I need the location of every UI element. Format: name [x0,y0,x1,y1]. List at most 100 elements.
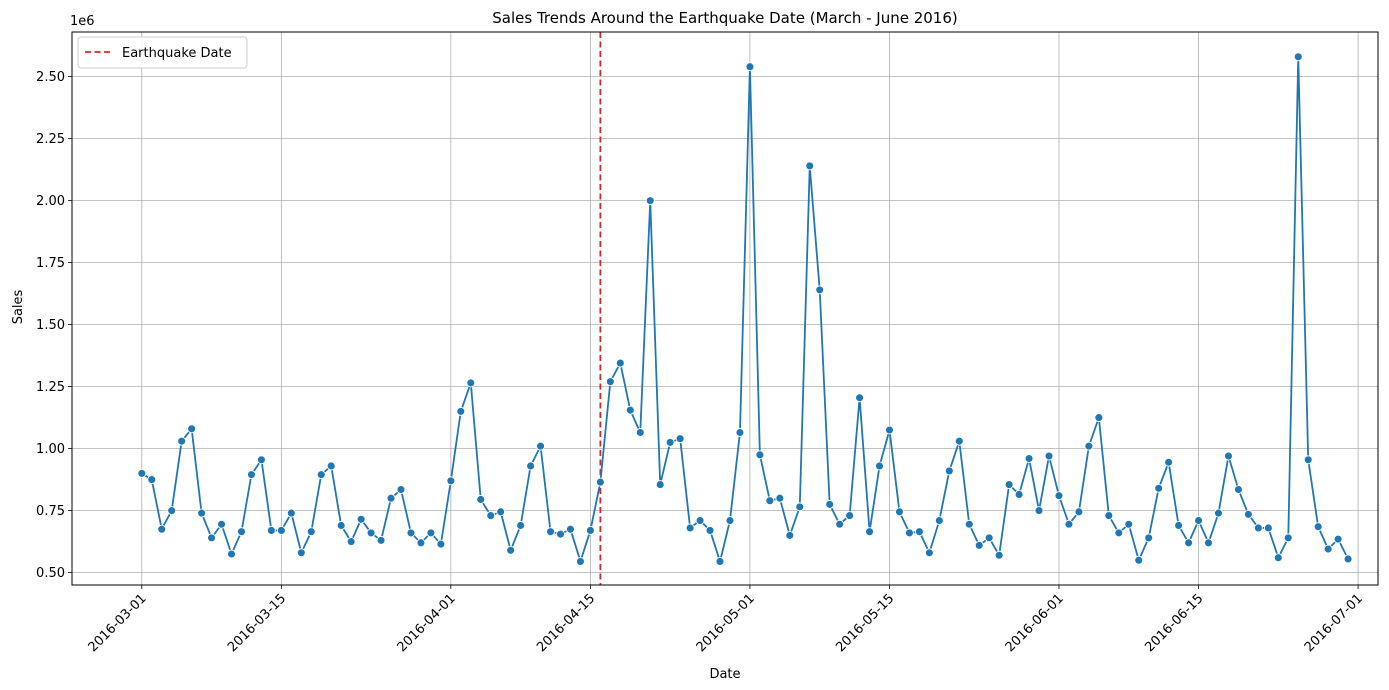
sales-data-point [914,527,924,537]
sales-data-point [1333,534,1343,544]
y-tick-label: 2.25 [36,132,65,147]
y-tick-label: 2.00 [36,194,65,209]
sales-data-point [1164,457,1174,467]
sales-data-point [466,378,476,388]
sales-data-point [1054,491,1064,501]
sales-data-point [386,493,396,503]
sales-data-point [825,499,835,509]
y-axis-offset-text: 1e6 [70,14,95,29]
sales-data-point [167,506,177,516]
sales-data-point [237,527,246,537]
sales-data-point [785,530,795,540]
sales-data-point [964,519,974,529]
x-tick-label: 2016-03-15 [225,591,289,655]
series-markers [137,52,1353,566]
sales-data-point [1233,485,1243,494]
sales-data-point [247,470,256,480]
sales-data-point [745,62,755,72]
sales-data-point [795,502,805,512]
sales-data-point [865,527,875,537]
y-tick-label: 0.50 [36,566,65,581]
sales-data-point [526,461,536,471]
x-tick-label: 2016-05-15 [833,591,897,655]
x-tick-label: 2016-05-01 [694,591,758,655]
sales-data-point [1124,519,1134,529]
x-axis-title: Date [709,667,740,682]
y-axis: 0.50 0.75 1.00 1.25 1.50 1.75 2.00 2.25 2.50 [36,70,72,581]
sales-data-point [835,519,845,529]
sales-data-point [516,521,526,530]
y-tick-label: 1.00 [36,442,65,457]
sales-data-point [426,528,436,538]
sales-data-point [1293,52,1303,62]
sales-data-point [1174,521,1184,530]
sales-data-point [1343,554,1353,564]
sales-data-point [725,516,735,525]
sales-data-point [276,525,286,535]
sales-data-point [217,519,226,529]
legend-label-earthquake: Earthquake Date [122,46,232,61]
chart-title: Sales Trends Around the Earthquake Date … [492,9,958,27]
sales-data-point [346,537,356,547]
sales-data-point [875,461,884,471]
x-tick-label: 2016-07-01 [1302,591,1366,655]
y-tick-label: 0.75 [36,504,65,519]
series-lines [141,55,1349,563]
sales-data-point [177,436,187,446]
sales-data-point [625,405,635,415]
y-tick-label: 1.75 [36,256,65,271]
sales-data-point [396,485,406,494]
sales-data-point [655,480,665,490]
sales-data-point [556,529,565,539]
sales-data-point [885,425,894,435]
sales-data-point [805,161,815,171]
sales-data-point [944,466,954,476]
sales-data-point [436,539,446,549]
sales-data-point [266,525,276,535]
sales-data-point [615,358,625,368]
sales-data-point [1303,455,1313,465]
sales-data-point [1283,533,1293,543]
sales-data-point [1144,533,1154,543]
sales-data-point [1074,507,1084,517]
y-tick-label: 1.25 [36,380,65,395]
sales-data-point [755,450,765,460]
sales-data-point [855,393,865,403]
sales-data-point [376,535,386,545]
sales-data-point [476,494,486,504]
sales-data-point [356,514,366,524]
sales-data-point [695,516,705,525]
sales-data-point [286,508,296,518]
sales-data-point [585,525,595,535]
sales-data-point [1024,454,1034,463]
sales-data-point [1044,451,1054,461]
x-axis: 2016-03-01 2016-03-15 2016-04-01 2016-04-15… [86,585,1366,655]
sales-data-point [187,424,197,434]
sales-data-point [506,545,516,555]
sales-data-point [1104,511,1114,521]
sales-data-point [296,548,306,558]
sales-data-point [326,461,336,471]
sales-data-point [137,468,147,478]
sales-data-point [1004,480,1014,490]
sales-data-point [1323,544,1333,554]
sales-data-point [845,511,855,521]
sales-data-point [446,476,456,486]
sales-data-point [1094,413,1104,423]
y-tick-label: 2.50 [36,70,65,85]
sales-data-point [895,507,904,517]
sales-series-line [141,55,1349,563]
sales-data-point [227,549,236,559]
sales-data-point [1014,490,1024,499]
x-tick-label: 2016-06-15 [1142,591,1206,655]
sales-data-point [406,528,416,538]
legend: Earthquake Date [77,36,248,69]
sales-data-point [1194,516,1203,525]
sales-data-point [645,196,655,206]
sales-data-point [1184,538,1194,548]
sales-data-point [366,528,376,538]
sales-data-point [1064,519,1074,529]
x-tick-label: 2016-06-01 [1003,591,1067,655]
sales-data-point [735,428,745,437]
